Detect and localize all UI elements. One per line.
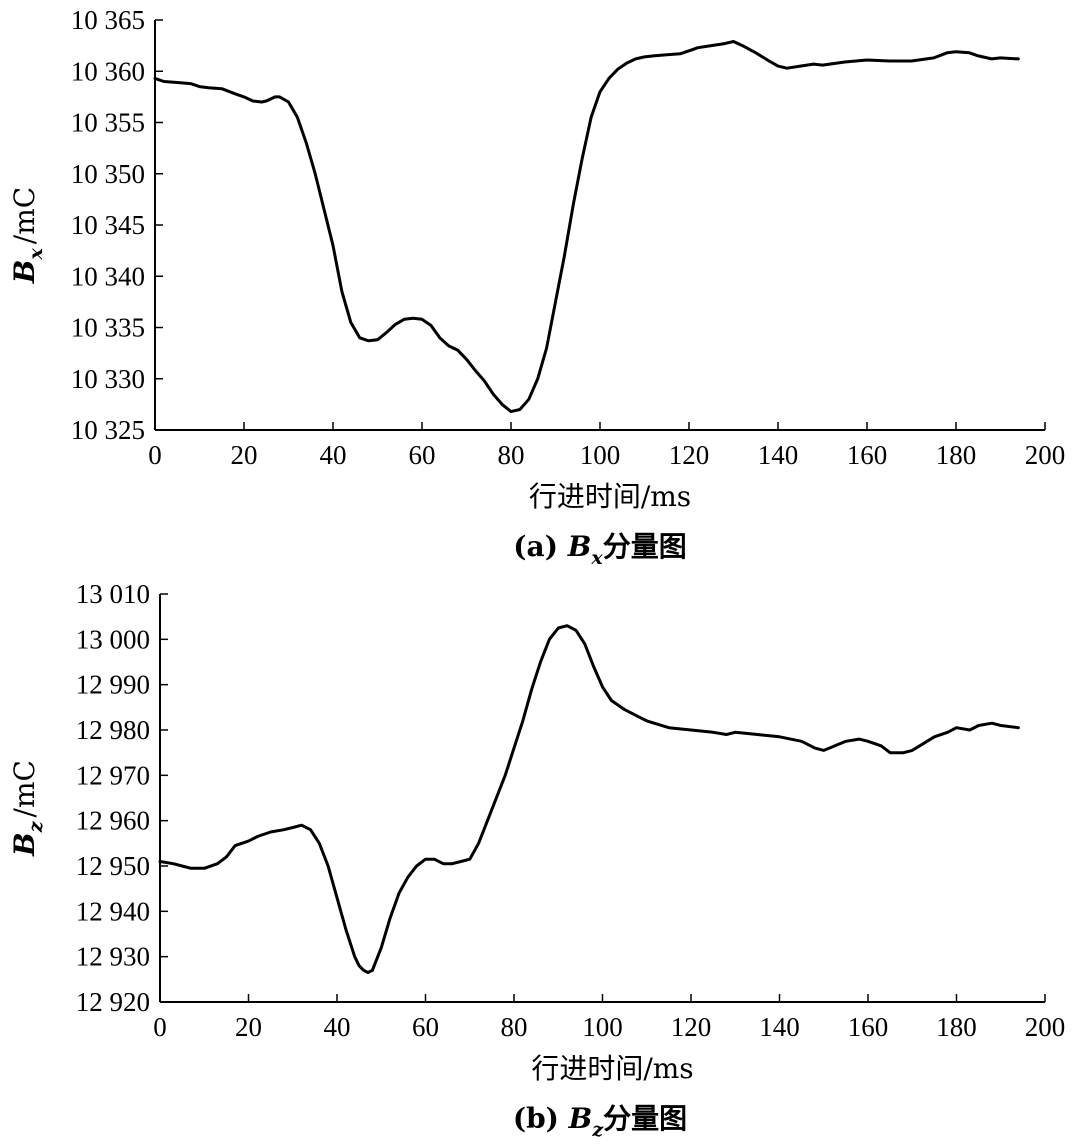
caption-suffix: 分量图 <box>603 1102 687 1135</box>
x-tick-label: 200 <box>1025 1012 1066 1042</box>
x-tick-label: 20 <box>235 1012 262 1042</box>
x-tick-label: 40 <box>324 1012 351 1042</box>
x-tick-label: 0 <box>148 440 162 470</box>
y-tick-label: 12 920 <box>76 987 150 1017</box>
y-tick-label: 10 345 <box>71 210 145 240</box>
caption-prefix: (a) <box>513 530 567 563</box>
y-tick-label: 10 330 <box>71 364 145 394</box>
caption-subscript: z <box>591 1119 604 1141</box>
x-tick-label: 80 <box>498 440 525 470</box>
caption-symbol: B <box>567 530 592 563</box>
y-tick-label: 12 950 <box>76 851 150 881</box>
x-tick-label: 120 <box>671 1012 712 1042</box>
x-tick-label: 180 <box>936 440 977 470</box>
x-axis-title: 行进时间/ms <box>529 480 691 513</box>
y-tick-label: 10 350 <box>71 159 145 189</box>
x-axis-title: 行进时间/ms <box>531 1052 693 1085</box>
x-tick-label: 100 <box>582 1012 623 1042</box>
y-tick-label: 12 960 <box>76 806 150 836</box>
y-tick-label: 10 365 <box>71 5 145 35</box>
figure-caption: (b) Bz分量图 <box>513 1102 687 1141</box>
x-tick-label: 80 <box>501 1012 528 1042</box>
caption-subscript: x <box>590 547 603 569</box>
x-tick-label: 200 <box>1025 440 1066 470</box>
y-tick-label: 10 355 <box>71 108 145 138</box>
series-line <box>153 40 1020 414</box>
figure-caption: (a) Bx分量图 <box>513 530 686 569</box>
y-tick-label: 12 980 <box>76 715 150 745</box>
y-tick-label: 10 360 <box>71 56 145 86</box>
caption-suffix: 分量图 <box>603 530 687 563</box>
x-tick-label: 140 <box>759 1012 800 1042</box>
chart-bz-group: 0 20 40 60 80 100 120 140 160 180 200 12 920 12 930 1… <box>8 579 1065 1141</box>
x-tick-label: 180 <box>936 1012 977 1042</box>
x-tick-label: 20 <box>231 440 258 470</box>
y-axis-symbol: B <box>8 832 41 857</box>
y-tick-label: 10 325 <box>71 415 145 445</box>
y-axis-subscript: x <box>25 248 47 261</box>
x-tick-label: 160 <box>848 1012 889 1042</box>
x-tick-label: 60 <box>412 1012 439 1042</box>
x-tick-label: 60 <box>409 440 436 470</box>
x-tick-label: 0 <box>153 1012 167 1042</box>
y-tick-label: 13 000 <box>76 624 150 654</box>
y-tick-label: 10 335 <box>71 313 145 343</box>
y-axis-symbol: B <box>8 260 41 285</box>
y-tick-label: 12 970 <box>76 760 150 790</box>
y-axis-title: Bx/mC <box>8 187 47 284</box>
y-tick-label: 10 340 <box>71 261 145 291</box>
x-tick-label: 120 <box>669 440 710 470</box>
x-tick-label: 100 <box>580 440 621 470</box>
x-tick-label: 40 <box>320 440 347 470</box>
caption-prefix: (b) <box>513 1102 569 1135</box>
y-tick-label: 12 990 <box>76 670 150 700</box>
caption-symbol: B <box>568 1102 593 1135</box>
series-line <box>158 624 1020 974</box>
y-axis-title: Bz/mC <box>8 760 47 857</box>
x-tick-label: 160 <box>847 440 888 470</box>
y-tick-label: 12 930 <box>76 942 150 972</box>
chart-bx-group: 0 20 40 60 80 100 120 140 160 180 200 10 325 10 330 1… <box>8 5 1065 569</box>
y-axis-unit: /mC <box>8 760 41 817</box>
y-tick-label: 12 940 <box>76 896 150 926</box>
y-tick-label: 13 010 <box>76 579 150 609</box>
y-axis-unit: /mC <box>8 187 41 244</box>
x-tick-label: 140 <box>758 440 799 470</box>
y-axis-subscript: z <box>25 820 47 833</box>
